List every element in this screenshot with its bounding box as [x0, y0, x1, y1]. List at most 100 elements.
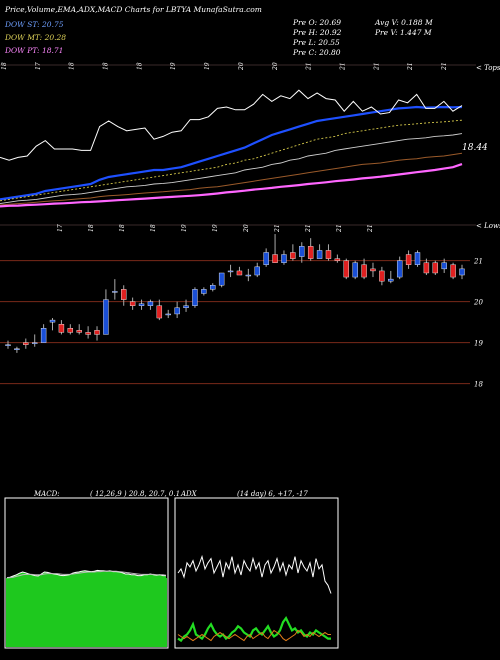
candle-body	[138, 303, 145, 306]
candle-body	[423, 262, 430, 274]
ema-last-value: 18.44	[462, 143, 488, 153]
candle-body	[76, 330, 82, 333]
candle-body	[5, 344, 11, 346]
adx-frame	[174, 497, 339, 649]
candle-body	[441, 262, 447, 270]
macd-lower-fill	[6, 578, 167, 647]
page-title: Price,Volume,EMA,ADX,MACD Charts for LBT…	[5, 5, 262, 14]
price-date-label: 18	[88, 224, 95, 232]
ema-date-label: 19	[204, 62, 211, 70]
candle-body	[414, 252, 421, 265]
ema-line-ema-4	[0, 152, 463, 206]
price-low-label: < Lows	[476, 222, 500, 230]
candle-body	[299, 246, 305, 257]
prev-low: Pre L: 20.55	[293, 38, 340, 47]
candle-body	[272, 254, 278, 263]
candle-body	[183, 305, 189, 309]
macd-histogram-area	[7, 570, 166, 578]
price-date-label: 21	[336, 224, 343, 233]
ema-line-dow-pt	[0, 163, 463, 208]
candle-body	[156, 305, 163, 319]
candle-body	[112, 291, 118, 293]
ema-date-label: 18	[1, 62, 8, 70]
prev-close: Pre C: 20.80	[293, 48, 341, 57]
ema-date-label: 20	[238, 62, 245, 71]
ema-date-label: 18	[136, 62, 143, 70]
candle-body	[210, 285, 216, 290]
candle-body	[23, 342, 29, 345]
macd-line-macd	[6, 569, 166, 579]
price-date-label: 21	[305, 224, 312, 233]
dow-st-label: DOW ST: 20.75	[5, 20, 64, 29]
candle-body	[67, 328, 74, 333]
candle-body	[290, 252, 296, 259]
ema-line-ema-3	[0, 133, 463, 205]
price-date-label: 19	[212, 224, 219, 232]
candle-body	[236, 270, 243, 276]
candle-body	[85, 332, 91, 335]
price-y-label: 19	[474, 340, 483, 348]
ema-date-label: 19	[170, 62, 177, 70]
candle-body	[432, 262, 438, 274]
candle-body	[14, 348, 20, 350]
candle-body	[325, 250, 332, 259]
adx-line-adx	[177, 554, 332, 594]
candle-body	[201, 289, 207, 294]
candle-body	[379, 270, 385, 282]
price-date-label: 21	[367, 224, 374, 233]
candle-body	[388, 278, 394, 282]
candle-body	[218, 272, 225, 286]
candle-body	[396, 260, 403, 278]
candle-body	[227, 270, 234, 273]
adx-params: (14 day) 6, +17, -17	[237, 490, 308, 498]
ema-line-dow-mt	[0, 119, 463, 202]
candle-body	[370, 268, 376, 272]
candle-body	[40, 328, 47, 343]
price-date-label: 20	[243, 224, 250, 233]
ema-date-label: 21	[407, 62, 414, 71]
ema-date-label: 18	[103, 62, 110, 70]
candle-body	[450, 264, 456, 278]
candle-body	[361, 264, 367, 278]
candle-body	[316, 250, 323, 259]
candle-body	[121, 289, 127, 300]
prev-open: Pre O: 20.69	[293, 18, 341, 27]
candle-body	[307, 246, 314, 259]
candle-body	[165, 313, 171, 316]
prev-volume: Pre V: 1.447 M	[375, 28, 432, 37]
candle-body	[174, 307, 180, 315]
candle-body	[405, 254, 412, 265]
price-y-label: 21	[473, 258, 483, 266]
prev-high: Pre H: 20.92	[293, 28, 342, 37]
candle-body	[49, 319, 56, 323]
candle-body	[263, 252, 269, 265]
candle-body	[352, 262, 358, 278]
candle-body	[147, 301, 154, 306]
candle-body	[94, 330, 100, 335]
adx-line-minusdi	[177, 629, 331, 642]
ema-date-label: 20	[272, 62, 279, 71]
ema-date-label: 21	[441, 62, 448, 71]
ema-top-label: < Tops	[476, 64, 500, 72]
adx-title: ADX	[181, 490, 197, 498]
dow-mt-label: DOW MT: 20.28	[5, 33, 67, 42]
price-date-label: 18	[150, 224, 157, 232]
candle-body	[32, 342, 38, 344]
price-y-label: 20	[473, 299, 483, 307]
price-date-label: 18	[119, 224, 126, 232]
macd-line-signal	[6, 570, 167, 579]
price-date-label: 17	[57, 224, 64, 232]
ema-date-label: 18	[69, 62, 76, 70]
ema-date-label: 17	[35, 62, 42, 70]
candle-body	[459, 268, 465, 276]
dow-pt-label: DOW PT: 18.71	[5, 46, 64, 55]
candle-body	[334, 258, 341, 261]
candle-body	[103, 299, 109, 335]
candle-body	[281, 254, 287, 263]
candle-body	[245, 274, 252, 277]
ema-line-dow-st	[0, 105, 463, 201]
candle-body	[254, 266, 260, 276]
candle-body	[58, 323, 65, 333]
